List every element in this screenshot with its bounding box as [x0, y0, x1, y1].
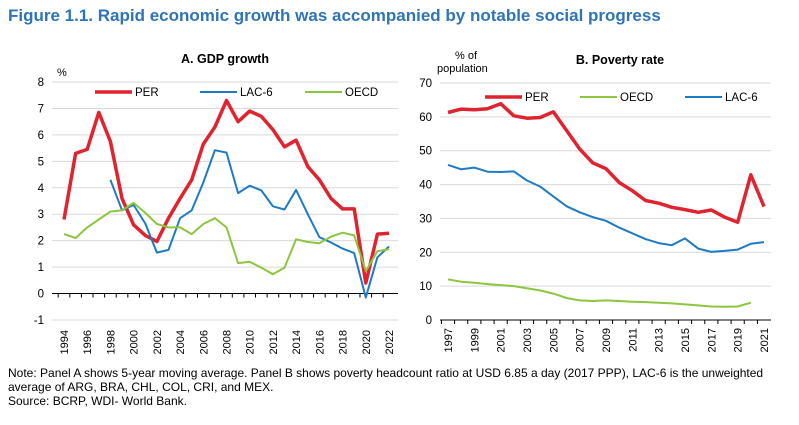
note-text: Note: Panel A shows 5-year moving averag… [8, 366, 764, 394]
x-tick-label: 2012 [268, 330, 280, 354]
y-tick-label: -1 [34, 315, 44, 327]
y-tick-label: 2 [38, 236, 44, 248]
y-tick-label: 1 [38, 262, 44, 274]
x-tick-label: 2020 [361, 330, 373, 354]
y-tick-label: 20 [419, 247, 432, 259]
x-tick-label: 2010 [245, 330, 257, 354]
x-tick-label: 1996 [82, 330, 94, 354]
x-tick-label: 1994 [59, 330, 71, 354]
legend-label: OECD [620, 92, 653, 104]
x-tick-label: 2013 [654, 328, 666, 352]
y-tick-label: 6 [38, 130, 44, 142]
series-line-per [62, 98, 390, 285]
note: Note: Panel A shows 5-year moving averag… [8, 366, 793, 408]
x-tick-label: 2015 [680, 328, 692, 352]
y-tick-label: 5 [38, 156, 44, 168]
x-tick-label: 2019 [733, 328, 745, 352]
legend-label: OECD [345, 87, 378, 99]
x-tick-label: 1998 [105, 330, 117, 354]
series-line-per [447, 101, 766, 224]
x-tick-label: 2018 [338, 330, 350, 354]
x-tick-label: 1997 [443, 328, 455, 352]
legend-label: PER [525, 92, 549, 104]
legend-label: PER [135, 87, 159, 99]
x-tick-label: 2016 [314, 330, 326, 354]
legend-label: LAC-6 [240, 87, 273, 99]
y-axis-label: population [437, 63, 488, 75]
y-tick-label: 7 [38, 103, 44, 115]
y-tick-label: 60 [419, 112, 432, 124]
series-line-lac-6 [447, 163, 765, 253]
series-line-lac-6 [109, 149, 390, 299]
y-axis-label: % of [455, 50, 478, 62]
x-tick-label: 2002 [152, 330, 164, 354]
y-tick-label: 4 [38, 183, 45, 195]
x-tick-label: 2005 [548, 328, 560, 352]
panel-title: A. GDP growth [181, 52, 269, 66]
x-tick-label: 2011 [627, 328, 639, 352]
figure-title: Figure 1.1. Rapid economic growth was ac… [8, 6, 661, 25]
x-tick-label: 2003 [522, 328, 534, 352]
y-tick-label: 0 [38, 289, 44, 301]
x-tick-label: 2001 [496, 328, 508, 352]
y-tick-label: 40 [419, 180, 432, 192]
series-line-oecd [63, 201, 390, 276]
y-tick-label: 70 [419, 78, 432, 90]
x-tick-label: 2014 [291, 330, 303, 354]
x-tick-label: 2009 [601, 328, 613, 352]
y-tick-label: 10 [419, 281, 432, 293]
y-tick-label: 3 [38, 209, 44, 221]
charts: -1 0 1 2 3 4 5 6 7 8 1994 1996 1998 2000 2002 2004 2006 2… [34, 50, 771, 354]
x-tick-label: 2004 [175, 330, 187, 354]
y-tick-label: 8 [38, 77, 44, 89]
x-tick-label: 2007 [575, 328, 587, 352]
x-tick-label: 2022 [384, 330, 396, 354]
series-line-oecd [447, 278, 752, 308]
source-text: Source: BCRP, WDI- World Bank. [8, 394, 187, 408]
y-tick-label: 50 [419, 146, 432, 158]
x-tick-label: 2000 [129, 330, 141, 354]
panel-title: B. Poverty rate [576, 53, 664, 67]
x-tick-label: 2006 [198, 330, 210, 354]
y-tick-label: 30 [419, 213, 432, 225]
y-tick-label: 0 [426, 315, 432, 327]
x-tick-label: 2021 [759, 328, 771, 352]
y-axis-label: % [57, 67, 67, 79]
x-tick-label: 2008 [222, 330, 234, 354]
legend-label: LAC-6 [725, 92, 758, 104]
x-tick-label: 1999 [469, 328, 481, 352]
x-tick-label: 2017 [706, 328, 718, 352]
